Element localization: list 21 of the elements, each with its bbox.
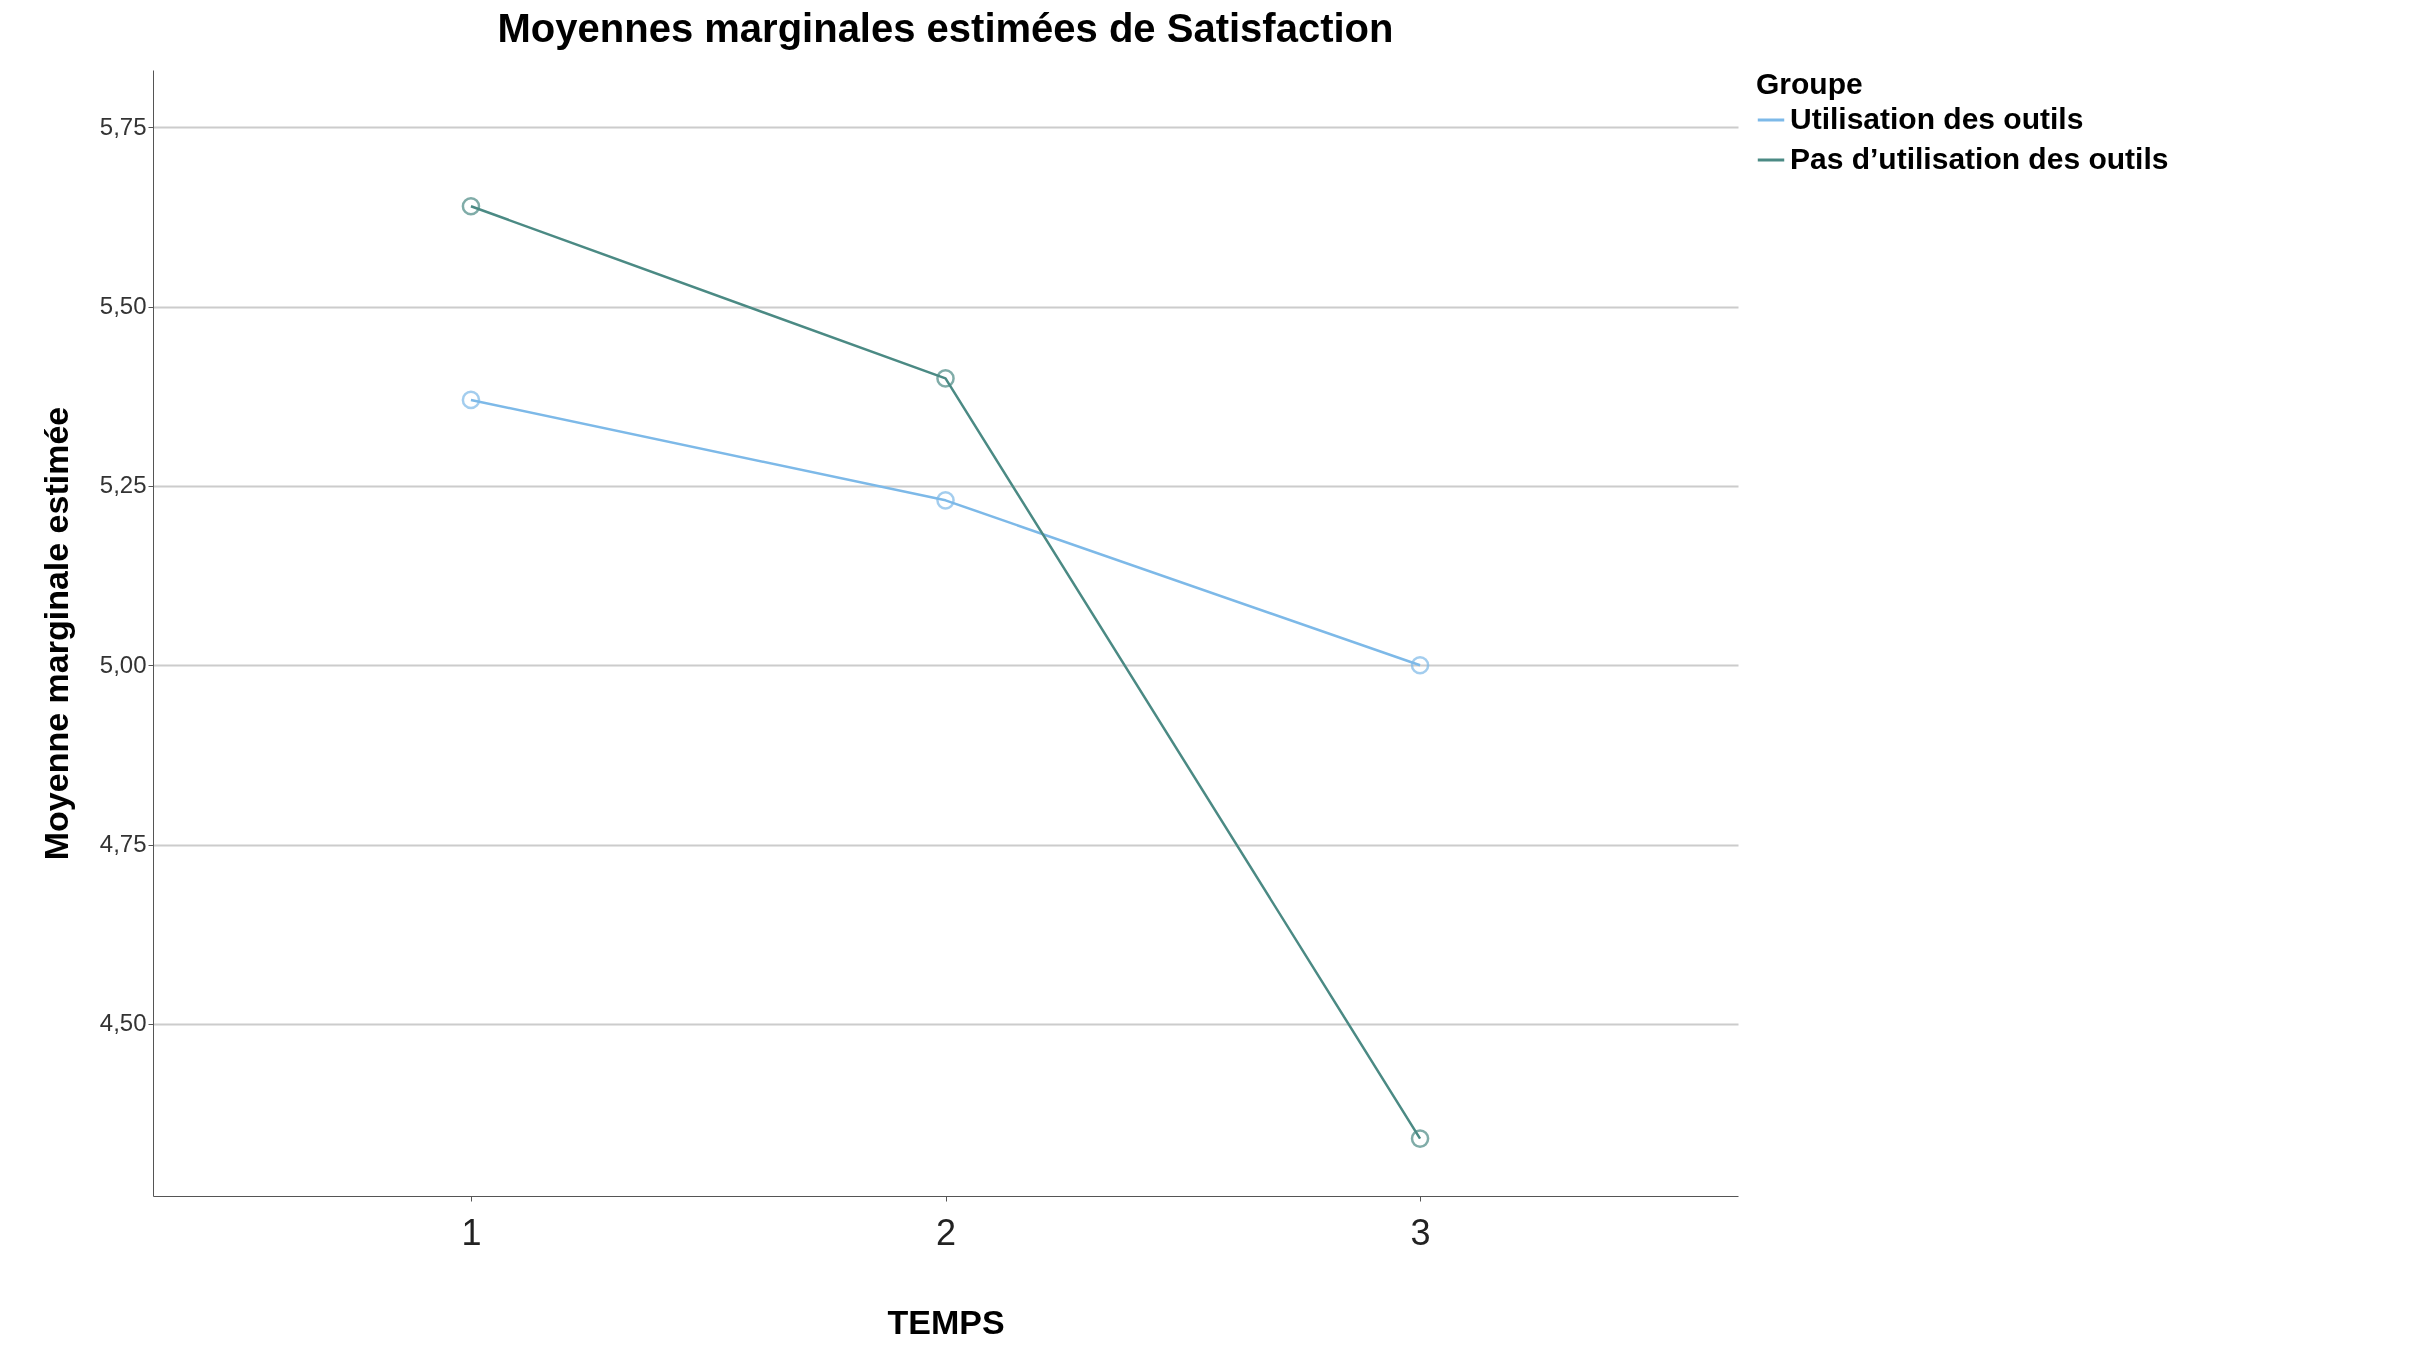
x-axis-title: TEMPS <box>887 1302 1005 1341</box>
x-tick-label: 2 <box>935 1211 957 1253</box>
point <box>461 196 481 216</box>
y-tick-label: 4,50 <box>99 1009 147 1037</box>
y-tick-label: 4,75 <box>99 830 147 858</box>
y-tick-label: 5,75 <box>99 112 147 140</box>
legend-title: Groupe <box>1756 67 1863 100</box>
legend-label: Utilisation des outils <box>1790 102 2084 135</box>
y-tick-label: 5,50 <box>99 292 147 320</box>
x-tick-label: 1 <box>461 1211 482 1253</box>
y-tick-label: 5,25 <box>99 471 147 499</box>
point <box>936 369 955 388</box>
x-tick-label: 3 <box>1410 1211 1431 1253</box>
point <box>936 491 955 510</box>
point <box>461 390 481 410</box>
point <box>1410 1129 1430 1148</box>
y-tick-label: 5,00 <box>99 650 147 678</box>
chart-title: Moyennes marginales estimées de Satisfaction <box>497 6 1394 50</box>
legend-label: Pas d’utilisation des outils <box>1790 142 2169 175</box>
point <box>1410 655 1430 675</box>
y-axis-title: Moyenne marginale estimée <box>36 406 75 861</box>
